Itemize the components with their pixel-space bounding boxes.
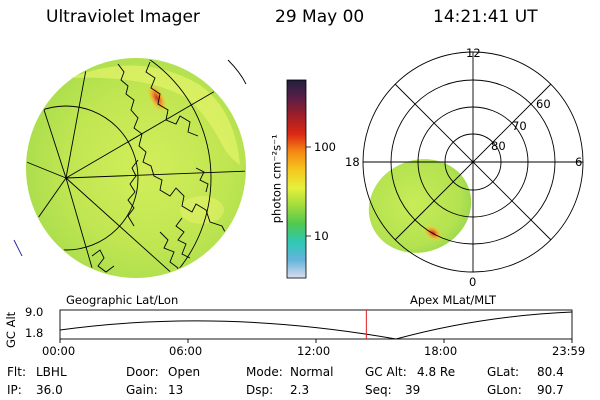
coastline	[159, 231, 179, 277]
colorbar	[286, 79, 311, 279]
info-gcalt-value: 4.8 Re	[417, 365, 456, 379]
meridian	[65, 169, 245, 179]
meridian	[27, 134, 67, 179]
info-glon-label: GLon:	[487, 383, 522, 397]
altitude-curve	[59, 311, 573, 340]
info-dsp-label: Dsp:	[246, 383, 274, 397]
lat-label-60: 60	[536, 97, 551, 111]
altitude-xtick-0600: 06:00	[169, 344, 203, 358]
meridian	[65, 59, 98, 179]
mlt-label-12: 12	[466, 46, 481, 60]
altitude-plot	[59, 309, 573, 343]
earth-disk	[26, 58, 246, 278]
coastline	[35, 251, 49, 275]
altitude-xtick-1200: 12:00	[297, 344, 331, 358]
lat-circle-outer	[27, 59, 212, 277]
time-label: 14:21:41 UT	[433, 7, 538, 27]
info-door-value: Open	[168, 365, 201, 379]
info-flt-value: LBHL	[36, 365, 67, 379]
altitude-xtick-2359: 23:59	[552, 344, 586, 358]
info-glat-value: 80.4	[537, 365, 564, 379]
lat-label-70: 70	[512, 119, 527, 133]
coastline	[117, 63, 235, 253]
colorbar-strip	[286, 79, 307, 279]
aurora-hotspot-geo	[146, 82, 168, 114]
polar-plot	[362, 51, 584, 273]
geographic-image	[13, 58, 247, 278]
auroral-oval	[368, 159, 472, 253]
coastline	[127, 159, 139, 227]
geographic-panel-label: Geographic Lat/Lon	[66, 293, 179, 307]
limb-arc	[227, 59, 247, 85]
altitude-ytick-1-8: 1.8	[25, 326, 44, 340]
info-gain-label: Gain:	[126, 383, 158, 397]
altitude-xtick-0000: 00:00	[42, 344, 76, 358]
altitude-xtick-1800: 18:00	[424, 344, 458, 358]
apex-panel-label: Apex MLat/MLT	[410, 293, 497, 307]
mlt-label-6: 6	[575, 155, 583, 169]
meridian	[65, 177, 111, 277]
mlt-label-18: 18	[345, 155, 360, 169]
colorbar-unit-label: photon cm⁻²s⁻¹	[269, 134, 284, 224]
mlt-label-0: 0	[469, 275, 477, 289]
info-gain-value: 13	[168, 383, 184, 397]
aurora-hotspot-polar	[423, 224, 443, 242]
info-glon-value: 90.7	[537, 383, 564, 397]
info-ip-value: 36.0	[36, 383, 63, 397]
date-label: 29 May 00	[275, 7, 365, 27]
info-gcalt-label: GC Alt:	[365, 365, 407, 379]
info-glat-label: GLat:	[487, 365, 520, 379]
limb-arc	[13, 239, 23, 257]
info-seq-label: Seq:	[365, 383, 392, 397]
coastline	[175, 217, 191, 259]
info-door-label: Door:	[126, 365, 159, 379]
instrument-title: Ultraviolet Imager	[46, 7, 200, 27]
info-dsp-value: 2.3	[290, 383, 310, 397]
coastline	[91, 249, 115, 273]
altitude-plot-frame	[59, 309, 573, 340]
colorbar-tick-100: 100	[314, 140, 336, 154]
altitude-ylabel: GC Alt	[4, 311, 18, 348]
coastline	[145, 61, 199, 137]
lat-circle-inner	[27, 105, 139, 251]
lat-label-80: 80	[491, 139, 506, 153]
meridian	[65, 177, 236, 277]
info-ip-label: IP:	[7, 383, 22, 397]
coastline	[195, 167, 209, 193]
info-mode-value: Normal	[290, 365, 334, 379]
info-mode-label: Mode:	[246, 365, 283, 379]
altitude-ytick-9: 9.0	[25, 305, 44, 319]
meridian	[27, 177, 67, 277]
bright-patch	[180, 196, 224, 224]
mlt-line-diagonal	[394, 83, 552, 241]
info-flt-label: Flt:	[7, 365, 26, 379]
info-seq-value: 39	[405, 383, 421, 397]
dayside-haze	[70, 65, 240, 165]
colorbar-tick-10: 10	[314, 229, 329, 243]
